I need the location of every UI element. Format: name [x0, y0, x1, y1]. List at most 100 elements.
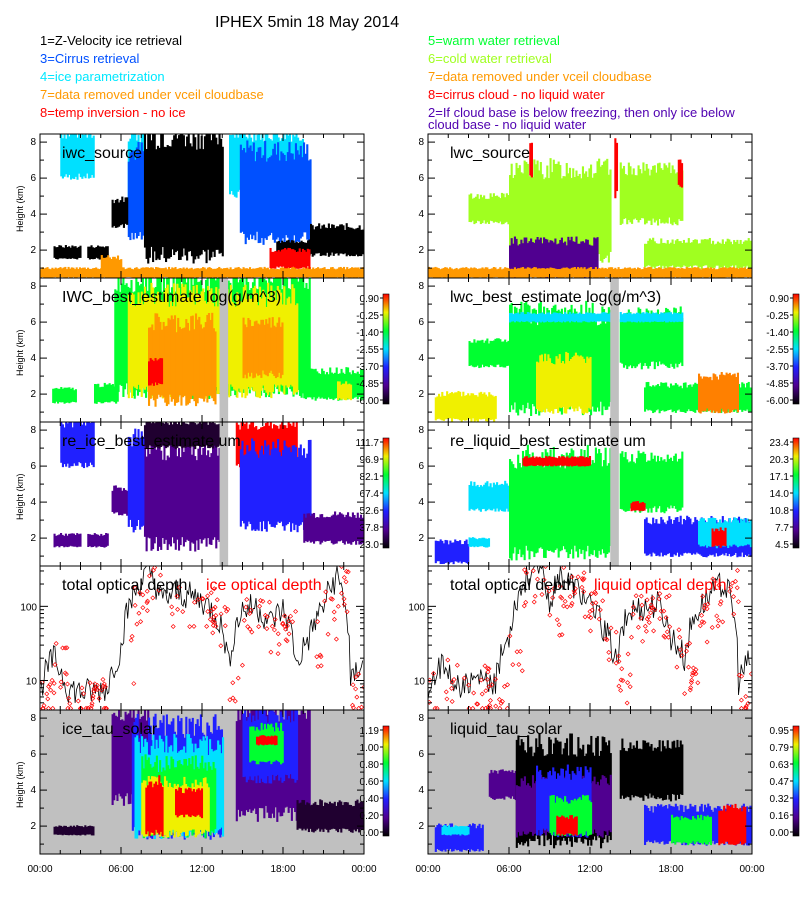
data-cell	[611, 278, 614, 422]
data-cell	[543, 268, 546, 278]
data-cell	[153, 423, 156, 449]
optical-depth-point	[738, 705, 744, 710]
data-cell	[705, 267, 708, 278]
data-cell	[298, 714, 302, 815]
data-cell	[463, 395, 467, 421]
data-cell	[525, 314, 528, 322]
data-cell	[142, 151, 145, 236]
data-cell	[260, 445, 263, 532]
data-cell	[295, 710, 299, 781]
data-cell	[337, 514, 340, 542]
data-cell	[235, 721, 238, 822]
data-cell	[287, 422, 290, 465]
data-cell	[572, 450, 575, 559]
data-cell	[202, 422, 205, 447]
data-cell	[53, 533, 56, 548]
data-cell	[307, 710, 310, 821]
data-cell	[444, 825, 447, 836]
data-cell	[531, 177, 534, 254]
data-cell	[728, 517, 731, 546]
data-cell	[645, 461, 648, 509]
data-cell	[74, 422, 77, 466]
data-cell	[61, 534, 64, 547]
data-cell	[471, 342, 474, 367]
data-cell	[647, 240, 650, 266]
optical-depth-point	[530, 568, 536, 574]
optical-depth-point	[704, 606, 710, 612]
data-cell	[676, 172, 679, 226]
data-cell	[348, 383, 351, 400]
data-cell	[718, 810, 721, 846]
data-cell	[70, 267, 73, 278]
data-cell	[673, 520, 676, 555]
data-cell	[741, 382, 744, 412]
data-cell	[84, 425, 87, 463]
data-cell	[484, 482, 487, 512]
data-cell	[187, 134, 190, 252]
data-cell	[78, 422, 81, 463]
data-cell	[343, 383, 346, 401]
data-cell	[106, 384, 110, 403]
data-cell	[340, 224, 343, 254]
data-cell	[549, 314, 552, 323]
optical-depth-point	[46, 705, 52, 710]
height-tick-label: 6	[30, 749, 36, 760]
y-tick-label: 10	[26, 676, 38, 687]
data-cell	[459, 540, 462, 562]
data-cell	[122, 267, 125, 278]
data-cell	[523, 160, 526, 257]
optical-depth-point	[569, 600, 575, 606]
data-cell	[302, 241, 305, 256]
colorbar-label: 0.79	[770, 743, 790, 754]
data-cell	[487, 343, 491, 368]
data-cell	[154, 358, 157, 383]
data-cell	[106, 246, 109, 259]
data-cell	[123, 284, 127, 390]
data-cell	[163, 423, 166, 446]
data-cell	[153, 440, 156, 544]
optical-depth-point	[90, 695, 96, 701]
data-cell	[577, 457, 580, 467]
optical-depth-point	[47, 682, 53, 688]
data-cell	[135, 304, 138, 390]
data-cell	[599, 323, 602, 402]
data-cell	[231, 301, 234, 387]
data-cell	[327, 374, 330, 398]
data-cell	[539, 237, 542, 278]
data-cell	[549, 267, 552, 278]
data-cell	[191, 315, 194, 396]
data-cell	[653, 241, 656, 269]
colorbar-label: 111.7	[355, 438, 379, 449]
data-cell	[598, 785, 601, 836]
data-cell	[325, 802, 328, 830]
data-cell	[570, 267, 573, 278]
data-cell	[585, 462, 588, 552]
data-cell	[338, 267, 341, 278]
data-cell	[57, 267, 60, 278]
data-cell	[585, 300, 588, 403]
data-cell	[684, 242, 687, 267]
optical-depth-point	[496, 696, 502, 702]
data-cell	[279, 267, 282, 278]
data-cell	[161, 459, 164, 538]
optical-depth-point	[156, 587, 162, 593]
data-cell	[207, 450, 210, 539]
data-cell	[277, 249, 280, 268]
data-cell	[610, 422, 613, 566]
data-cell	[565, 351, 568, 414]
data-cell	[288, 142, 291, 244]
data-cell	[297, 242, 300, 257]
optical-depth-point	[87, 680, 93, 686]
data-cell	[481, 267, 484, 278]
data-cell	[624, 452, 627, 512]
optical-depth-point	[66, 695, 72, 701]
data-cell	[512, 464, 515, 554]
panel-title: lwc_source	[450, 145, 530, 162]
data-cell	[74, 826, 77, 836]
optical-depth-point	[662, 634, 668, 640]
optical-depth-point	[731, 611, 737, 617]
legend-item: 4=ice parametrization	[40, 69, 165, 84]
x-tick-label: 00:00	[351, 864, 376, 875]
data-cell	[481, 393, 484, 420]
data-cell	[194, 137, 197, 260]
